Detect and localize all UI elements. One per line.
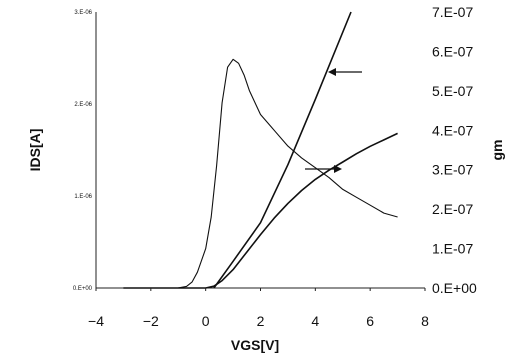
x-axis-title: VGS[V] [231,337,279,353]
x-tick-label: 8 [421,313,429,329]
y-right-tick-label: 4.E-07 [432,122,473,138]
series-line-0 [123,132,398,289]
x-tick-label: −2 [143,313,159,329]
x-tick-label: 4 [311,313,319,329]
y-left-axis-title: IDS[A] [27,129,43,172]
series-group [123,11,398,289]
series-line-1 [123,58,398,289]
y-left-tick-label: 0.E+00 [73,286,93,292]
x-tick-labels: −4 −2 0 2 4 6 8 [88,288,429,329]
y-right-tick-labels: 0.E+00 1.E-07 2.E-07 3.E-07 4.E-07 5.E-07 6.E-… [432,4,477,296]
x-tick-label: −4 [88,313,104,329]
series-line-2 [213,11,352,289]
y-right-tick-label: 6.E-07 [432,43,473,59]
y-right-tick-label: 2.E-07 [432,201,473,217]
y-left-tick-label: 3.E-06 [74,10,92,16]
y-right-tick-label: 0.E+00 [432,280,477,296]
y-right-axis-title: gm [489,140,505,161]
x-tick-label: 0 [202,313,210,329]
y-right-tick-label: 5.E-07 [432,83,473,99]
y-right-tick-label: 7.E-07 [432,4,473,20]
x-tick-label: 6 [366,313,374,329]
y-left-tick-labels: 0.E+00 1.E-06 2.E-06 3.E-06 [73,10,93,292]
y-right-tick-label: 3.E-07 [432,162,473,178]
y-right-tick-label: 1.E-07 [432,241,473,257]
arrow-to-left-axis [328,68,362,76]
y-left-tick-label: 1.E-06 [74,194,92,200]
y-left-tick-label: 2.E-06 [74,102,92,108]
x-tick-label: 2 [257,313,265,329]
arrow-to-right-axis [305,165,342,173]
